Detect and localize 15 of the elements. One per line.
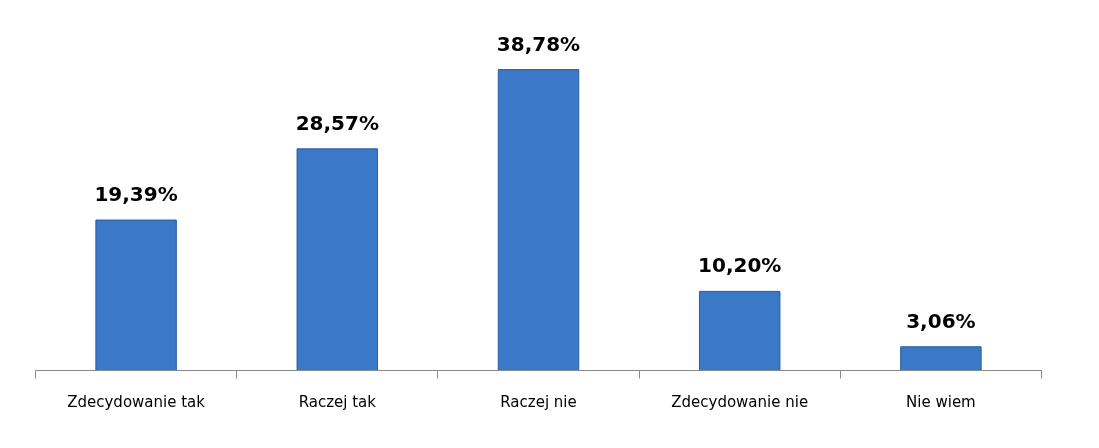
bar bbox=[698, 290, 781, 371]
x-tick-label: Raczej nie bbox=[500, 392, 577, 411]
data-label: 10,20% bbox=[698, 253, 782, 278]
bar bbox=[497, 69, 580, 371]
data-label: 19,39% bbox=[94, 182, 178, 207]
x-tick-label: Nie wiem bbox=[906, 392, 976, 411]
bar bbox=[95, 219, 177, 371]
bar bbox=[296, 148, 379, 371]
x-tick-label: Raczej tak bbox=[298, 392, 377, 411]
data-label: 3,06% bbox=[906, 308, 976, 333]
x-tick-label: Zdecydowanie tak bbox=[67, 392, 206, 411]
x-tick-label: Zdecydowanie nie bbox=[671, 392, 809, 411]
data-label: 38,78% bbox=[496, 31, 581, 56]
bar bbox=[900, 346, 982, 371]
data-label: 28,57% bbox=[295, 110, 379, 135]
